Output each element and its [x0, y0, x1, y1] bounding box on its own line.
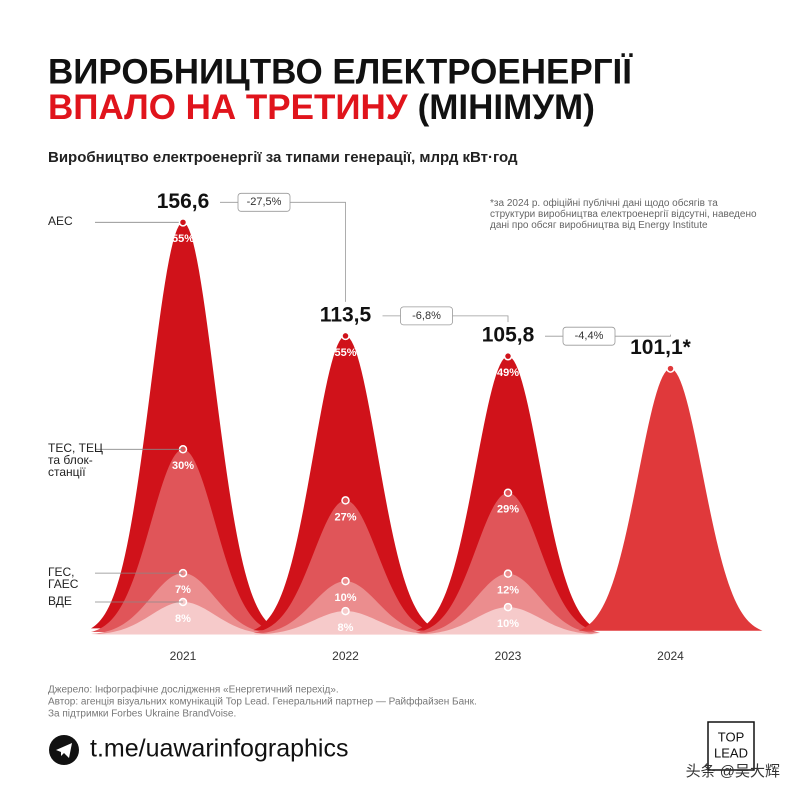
bell	[578, 368, 763, 631]
peak-dot	[503, 602, 513, 612]
layer	[253, 611, 438, 635]
connector	[290, 201, 346, 302]
legend-label: ВДЕ	[48, 593, 72, 608]
total-dot	[503, 351, 513, 361]
source-line: Автор: агенція візуальних комунікацій To…	[48, 696, 477, 708]
connector	[452, 315, 509, 323]
share-label: 12%	[497, 585, 519, 597]
subtitle: Виробництво електроенергії за типами ген…	[48, 149, 518, 166]
chart-title-line2: ВПАЛО НА ТРЕТИНУ (МІНІМУМ)	[48, 88, 595, 127]
share-label: 8%	[175, 613, 191, 625]
note: *за 2024 р. офіційні публічні дані щодо …	[490, 198, 757, 231]
logo-box	[707, 721, 755, 771]
change-box	[237, 192, 291, 212]
title-highlight: ВПАЛО НА ТРЕТИНУ	[48, 88, 409, 127]
peak-dot	[341, 496, 350, 505]
total-label: 156,6	[157, 190, 210, 213]
layer	[416, 492, 600, 633]
chart-title: ВИРОБНИЦТВО ЕЛЕКТРОЕНЕРГІЇ	[48, 52, 633, 91]
logo-text: TOP	[718, 729, 745, 744]
x-tick-label: 2023	[495, 649, 522, 663]
share-label: 8%	[338, 622, 354, 634]
x-tick-label: 2021	[170, 649, 197, 663]
share-label: 10%	[334, 592, 356, 604]
share-label: 29%	[497, 504, 519, 516]
layer	[253, 500, 438, 633]
total-dot	[666, 364, 675, 373]
source-line: За підтримки Forbes Ukraine BrandVoise.	[48, 709, 236, 720]
change-label: -27,5%	[247, 196, 282, 208]
peak-dot	[341, 606, 350, 616]
title-suffix: (МІНІМУМ)	[418, 88, 595, 127]
share-label: 55%	[172, 233, 194, 245]
telegram-plane	[56, 743, 72, 758]
share-label: 7%	[175, 584, 191, 596]
change-box	[400, 306, 453, 326]
change-label: -6,8%	[412, 310, 441, 322]
watermark: 头条 @吴大辉	[686, 763, 780, 780]
peak-dot	[341, 576, 350, 586]
total-dot	[178, 218, 188, 227]
peak-dot	[503, 569, 513, 578]
logo-text: LEAD	[714, 745, 748, 760]
layer	[91, 449, 275, 633]
link[interactable]: t.me/uawarinfographics	[90, 735, 348, 763]
connector	[615, 334, 671, 337]
total-label: 101,1*	[630, 336, 692, 359]
footer: Джерело: Інфографічне дослідження «Енерг…	[48, 684, 780, 780]
legend-label: ГЕС, ГАЕС	[48, 565, 79, 592]
share-label: 10%	[497, 618, 519, 630]
legend-label: ТЕС, ТЕЦ та блок-станції	[48, 441, 103, 480]
peak-dot	[503, 488, 513, 498]
share-label: 55%	[334, 347, 356, 359]
source-line: Джерело: Інфографічне дослідження «Енерг…	[48, 684, 339, 696]
layer	[253, 335, 438, 631]
layer	[91, 601, 275, 635]
layer	[416, 607, 600, 635]
total-label: 105,8	[482, 324, 535, 347]
change-label: -4,4%	[575, 330, 604, 342]
x-tick-label: 2024	[657, 649, 684, 663]
total-dot	[341, 331, 350, 341]
share-label: 27%	[334, 511, 356, 523]
x-tick-label: 2022	[332, 649, 359, 663]
total-label: 113,5	[320, 303, 372, 326]
change-box	[562, 326, 616, 346]
share-label: 49%	[497, 367, 519, 379]
share-label: 30%	[172, 460, 194, 472]
legend-label: АЕС	[48, 214, 73, 229]
layer	[91, 222, 275, 629]
